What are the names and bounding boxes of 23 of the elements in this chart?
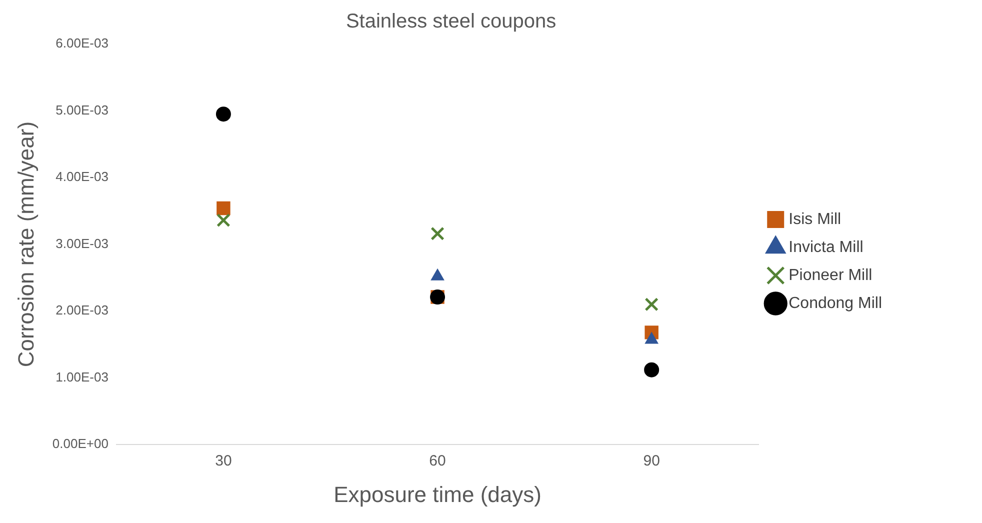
y-tick-label: 4.00E-03 bbox=[56, 169, 108, 184]
legend-label: Isis Mill bbox=[788, 210, 842, 228]
point bbox=[216, 213, 230, 228]
point bbox=[644, 297, 658, 312]
point bbox=[216, 201, 230, 216]
y-axis-title: Corrosion rate (mm/year) bbox=[13, 121, 38, 368]
y-tick-label: 0.00E+00 bbox=[52, 436, 108, 452]
point bbox=[644, 362, 660, 378]
y-tick-label: 6.00E-03 bbox=[56, 36, 108, 51]
point bbox=[430, 226, 444, 241]
y-tick-label: 1.00E-03 bbox=[56, 369, 108, 384]
chart-title: Stainless steel coupons bbox=[346, 10, 556, 33]
x-tick-label: 30 bbox=[215, 452, 232, 470]
y-tick-label: 3.00E-03 bbox=[56, 236, 108, 251]
legend-label: Invicta Mill bbox=[788, 238, 864, 256]
x-axis-title: Exposure time (days) bbox=[334, 482, 542, 507]
x-tick-label: 90 bbox=[643, 452, 660, 470]
x-tick-label: 60 bbox=[429, 452, 446, 470]
legend-label: Pioneer Mill bbox=[788, 266, 872, 284]
y-tick-label: 5.00E-03 bbox=[56, 102, 108, 118]
legend-label: Condong Mill bbox=[788, 294, 882, 312]
y-tick-label: 2.00E-03 bbox=[56, 302, 108, 318]
point bbox=[216, 106, 231, 122]
